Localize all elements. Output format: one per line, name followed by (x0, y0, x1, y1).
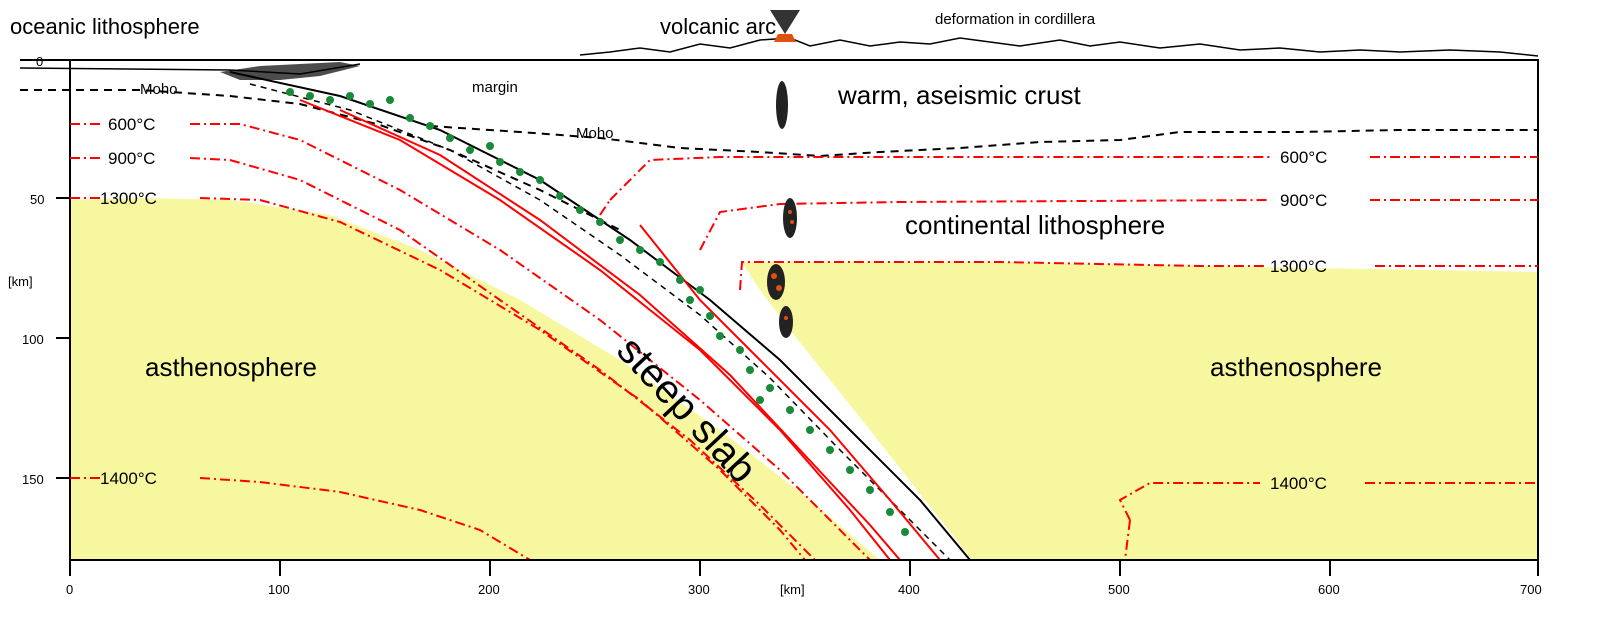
y-axis-unit: [km] (8, 274, 33, 289)
y-tick-0: 0 (36, 54, 43, 69)
volcano-lava-icon (774, 34, 796, 42)
x-tick-500: 500 (1108, 582, 1130, 597)
label-continental-lithosphere: continental lithosphere (905, 210, 1165, 240)
x-tick-100: 100 (268, 582, 290, 597)
magma-bodies (767, 81, 797, 338)
x-tick-700: 700 (1520, 582, 1542, 597)
isotherms-left (70, 99, 901, 561)
isotherm-label-600-left: 600°C (108, 115, 155, 134)
x-tick-600: 600 (1318, 582, 1340, 597)
y-tick-100: 100 (22, 332, 44, 347)
label-volcanic-arc: volcanic arc (660, 14, 776, 39)
asthenosphere-left-fill (70, 198, 880, 560)
seismicity-dots (286, 88, 909, 536)
isotherm-1400-left (70, 477, 531, 561)
label-asthenosphere-left: asthenosphere (145, 352, 317, 382)
isotherm-wedge-1 (639, 224, 941, 561)
isotherm-inner-slab-2 (339, 109, 901, 561)
isotherm-label-1300-left: 1300°C (100, 189, 157, 208)
isotherm-900-right (599, 199, 1538, 251)
isotherm-label-900-right: 900°C (1280, 191, 1327, 210)
isotherm-label-600-right: 600°C (1280, 148, 1327, 167)
isotherm-1300-right (739, 261, 1538, 291)
label-deformation: deformation in cordillera (935, 11, 1096, 28)
x-tick-400: 400 (898, 582, 920, 597)
isotherm-label-1400-right: 1400°C (1270, 474, 1327, 493)
isotherm-600-right (609, 156, 1538, 201)
label-margin: margin (472, 79, 518, 96)
x-tick-200: 200 (478, 582, 500, 597)
label-moho-left: Moho (140, 81, 178, 98)
isotherm-1400-right (1118, 482, 1538, 561)
y-tick-50: 50 (30, 192, 44, 207)
moho-oceanic (20, 89, 621, 231)
x-axis-unit: [km] (780, 582, 805, 597)
isotherm-600-left (70, 123, 871, 561)
slab-top-dashed (249, 83, 951, 561)
label-oceanic-lithosphere: oceanic lithosphere (10, 14, 200, 39)
x-axis-ticks (69, 559, 1539, 576)
y-tick-150: 150 (22, 472, 44, 487)
isotherm-label-900-left: 900°C (108, 149, 155, 168)
isotherms-right (599, 156, 1538, 561)
accretionary-wedge (220, 62, 360, 80)
isotherm-1300-left (70, 197, 806, 561)
label-warm-crust: warm, aseismic crust (837, 80, 1081, 110)
isotherm-label-1400-left: 1400°C (100, 469, 157, 488)
volcano-icon (770, 10, 800, 34)
asthenosphere-right-fill (742, 262, 1538, 560)
isotherm-900-left (70, 157, 816, 561)
label-asthenosphere-right: asthenosphere (1210, 352, 1382, 382)
x-tick-0: 0 (66, 582, 73, 597)
isotherm-inner-slab-1 (299, 99, 891, 561)
y-axis-ticks (56, 59, 70, 479)
isotherm-label-1300-right: 1300°C (1270, 257, 1327, 276)
moho-continental (429, 125, 1538, 158)
x-tick-300: 300 (688, 582, 710, 597)
slab-top (229, 71, 971, 561)
cordillera-topography (579, 37, 1539, 57)
label-moho-mid: Moho (576, 125, 614, 142)
